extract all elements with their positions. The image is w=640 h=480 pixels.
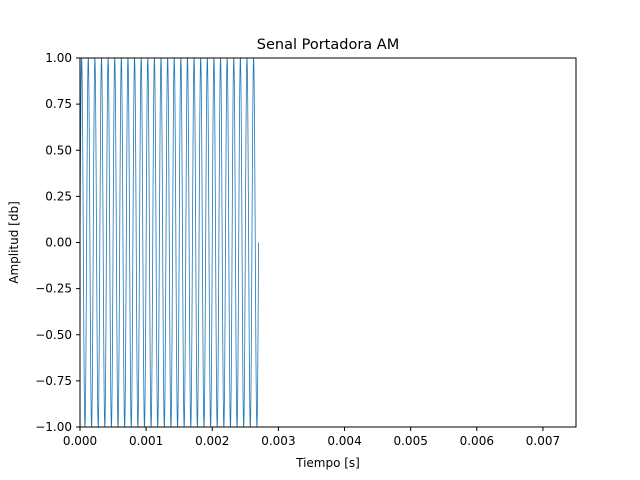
x-axis-label: Tiempo [s] <box>295 456 360 470</box>
x-tick-label: 0.001 <box>129 434 163 448</box>
y-tick-label: 1.00 <box>45 51 72 65</box>
x-tick-label: 0.003 <box>261 434 295 448</box>
x-tick-label: 0.004 <box>327 434 361 448</box>
x-tick-label: 0.005 <box>393 434 427 448</box>
plot-frame <box>79 57 577 428</box>
y-tick-label: 0.75 <box>45 97 72 111</box>
ticks-layer: 0.000 0.001 0.002 0.003 0.004 0.005 0.006 0.007… <box>35 51 560 448</box>
y-tick-label: −0.75 <box>35 374 72 388</box>
y-tick-label: −0.25 <box>35 282 72 296</box>
series-layer <box>79 56 259 429</box>
plot-area <box>80 58 576 427</box>
carrier-signal-line <box>79 56 259 429</box>
chart-title: Senal Portadora AM <box>257 37 399 53</box>
x-tick-label: 0.007 <box>526 434 560 448</box>
y-tick-label: −0.50 <box>35 328 72 342</box>
y-axis-label: Amplitud [db] <box>7 201 21 284</box>
y-tick-label: 0.00 <box>45 236 72 250</box>
x-tick-label: 0.002 <box>195 434 229 448</box>
y-tick-label: 0.50 <box>45 143 72 157</box>
y-tick-label: 0.25 <box>45 189 72 203</box>
y-tick-label: −1.00 <box>35 420 72 434</box>
x-tick-label: 0.006 <box>460 434 494 448</box>
x-tick-label: 0.000 <box>63 434 97 448</box>
